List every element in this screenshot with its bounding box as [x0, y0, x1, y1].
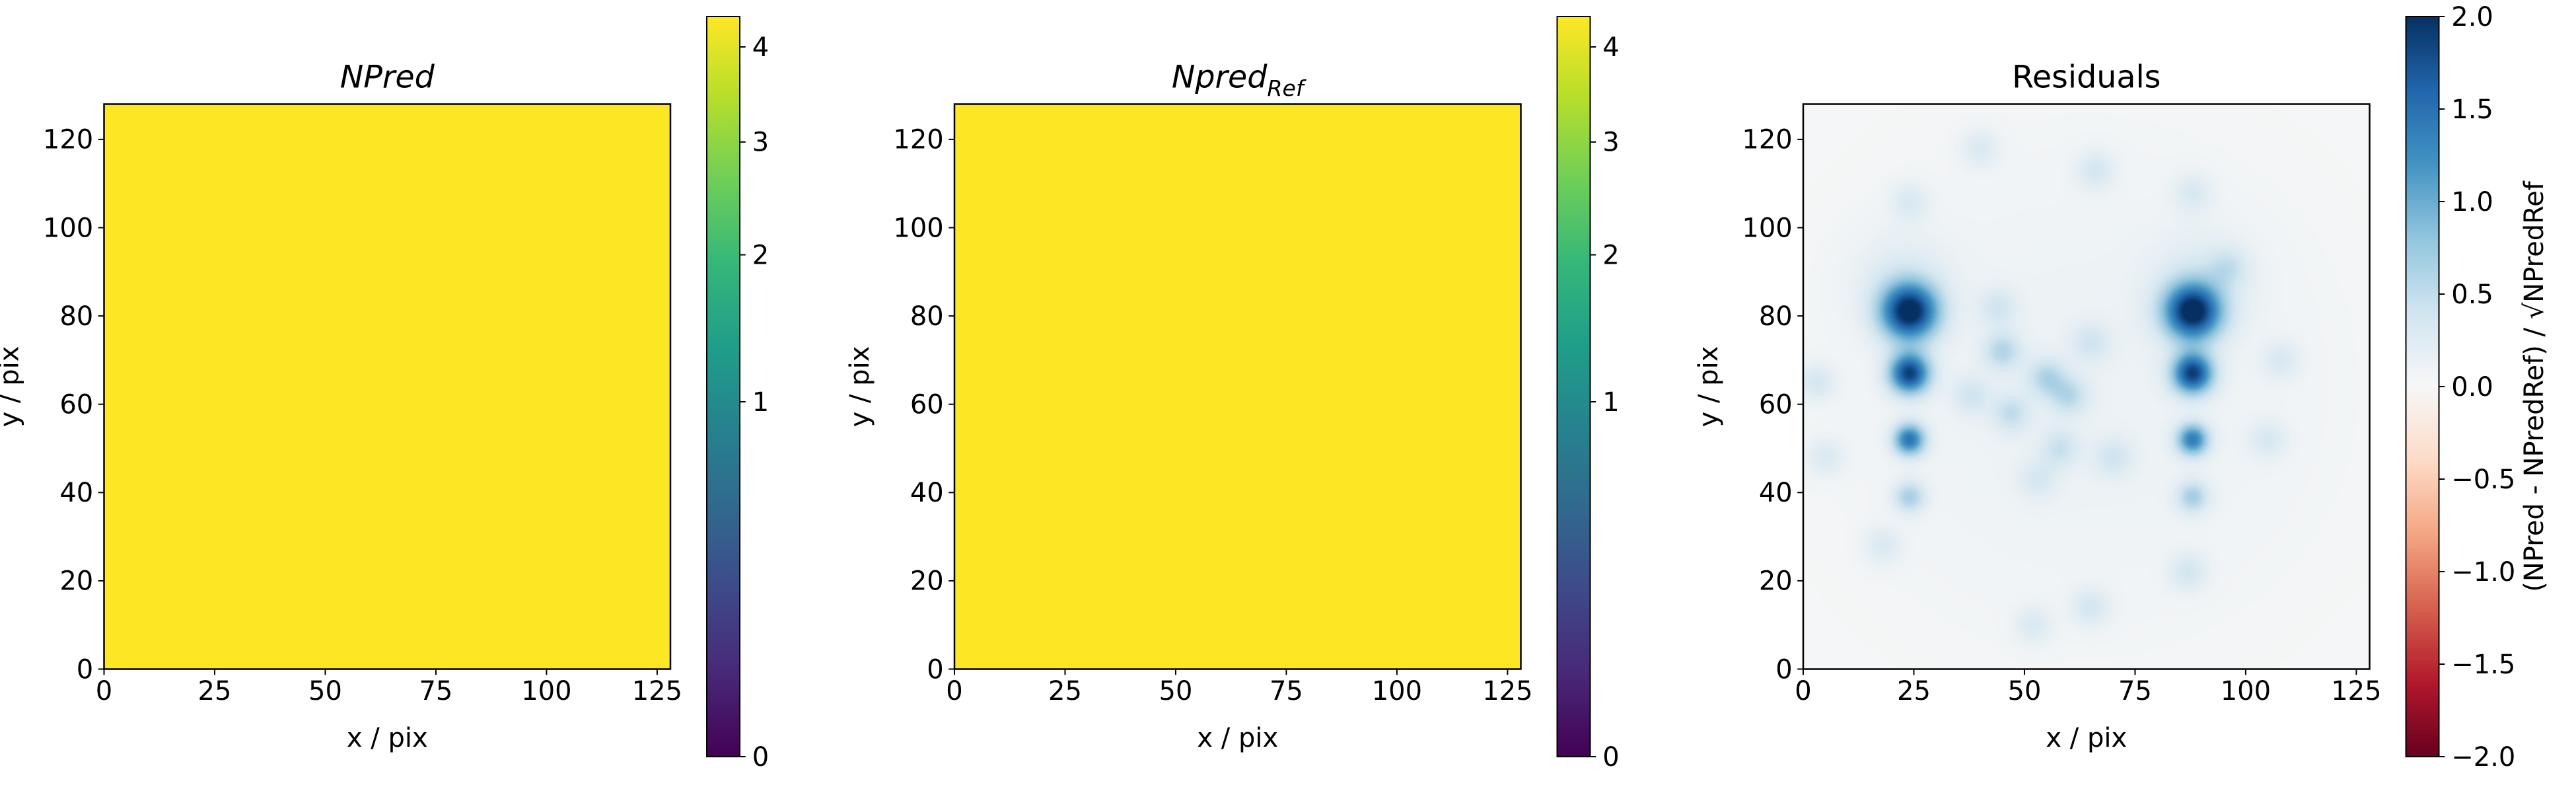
chart-title: Residuals [2012, 59, 2161, 96]
x-tick-label: 50 [1159, 676, 1193, 706]
y-tick-label: 0 [77, 654, 93, 685]
chart-panel-3: 0 25 50 75 100 125 0 20 40 60 80 100 120 x / pix y / p… [1694, 2, 2550, 773]
y-tick-label: 120 [43, 125, 93, 155]
y-axis-label: y / pix [845, 346, 875, 428]
x-tick-label: 125 [632, 676, 682, 706]
y-tick-label: 0 [927, 654, 943, 685]
heatmap-image [1803, 104, 2370, 669]
colorbar-tick-label: −1.5 [2451, 650, 2515, 680]
colorbar: 0 1 2 3 4 [706, 16, 769, 773]
x-axis-label: x / pix [1197, 723, 1278, 753]
x-tick-label: 25 [1048, 676, 1082, 706]
colorbar: 0 1 2 3 4 [1556, 16, 1620, 773]
x-tick-label: 75 [1270, 676, 1303, 706]
colorbar-tick-label: 1.5 [2451, 94, 2493, 125]
axes-frame [953, 103, 1522, 670]
x-tick-label: 100 [1372, 676, 1422, 706]
colorbar-tick-label: 1 [1602, 387, 1619, 418]
colorbar-tick-label: 1 [752, 387, 769, 418]
x-tick-label: 125 [1482, 676, 1532, 706]
colorbar-gradient [1557, 17, 1591, 757]
y-axis-label: y / pix [1694, 346, 1724, 428]
colorbar-tick-label: −2.0 [2451, 742, 2515, 773]
y-axis-label: y / pix [0, 346, 25, 428]
y-tick-label: 120 [1742, 125, 1792, 155]
colorbar-tick-label: 0.5 [2451, 280, 2493, 310]
colorbar-tick-label: 0 [752, 742, 769, 773]
x-tick-label: 0 [946, 676, 962, 706]
colorbar-tick-label: 0 [1602, 742, 1619, 773]
colorbar-tick-label: 4 [752, 32, 769, 63]
colorbar-tick-label: 3 [1602, 128, 1619, 158]
x-tick-label: 50 [2008, 676, 2042, 706]
colorbar-label: (NPred - NPredRef) / √NPredRef [2519, 180, 2550, 591]
y-tick-label: 40 [1759, 478, 1793, 508]
axes-frame [103, 103, 672, 670]
colorbar-tick-label: 4 [1602, 32, 1619, 63]
heatmap-image [104, 104, 670, 669]
colorbar-frame [706, 16, 740, 757]
y-tick-label: 60 [1759, 389, 1793, 420]
y-tick-label: 80 [910, 301, 944, 332]
y-tick-label: 20 [910, 566, 944, 597]
chart-title: NPred [340, 59, 435, 96]
chart-title-subscript: Ref [1267, 75, 1306, 101]
colorbar-tick-label: 1.0 [2451, 187, 2493, 217]
x-tick-label: 25 [198, 676, 232, 706]
x-axis-label: x / pix [347, 723, 428, 753]
chart-title-main: Npred [1172, 59, 1268, 96]
colorbar: 2.0 1.5 1.0 0.5 0.0 −0.5 −1.0 −1.5 −2.0 (NPred - … [2405, 2, 2550, 773]
x-tick-label: 25 [1897, 676, 1931, 706]
x-tick-label: 125 [2331, 676, 2381, 706]
y-tick-label: 80 [1759, 301, 1793, 332]
y-tick-label: 20 [59, 566, 93, 597]
y-tick-label: 100 [1742, 213, 1792, 243]
y-tick-label: 100 [43, 213, 93, 243]
colorbar-gradient [707, 17, 740, 757]
x-tick-label: 0 [96, 676, 112, 706]
x-tick-label: 75 [419, 676, 452, 706]
x-tick-label: 0 [1795, 676, 1811, 706]
y-tick-label: 40 [910, 478, 944, 508]
y-tick-label: 0 [1775, 654, 1792, 685]
y-tick-label: 20 [1759, 566, 1793, 597]
colorbar-frame [1556, 16, 1591, 757]
colorbar-tick-label: −1.0 [2451, 557, 2515, 587]
y-tick-label: 60 [59, 389, 93, 420]
x-tick-label: 100 [521, 676, 571, 706]
y-tick-label: 100 [893, 213, 943, 243]
chart-title-main: NPred [340, 59, 435, 96]
y-tick-label: 120 [893, 125, 943, 155]
y-tick-label: 40 [59, 478, 93, 508]
x-tick-label: 100 [2221, 676, 2271, 706]
chart-title: NpredRef [1172, 59, 1306, 102]
x-tick-label: 50 [308, 676, 342, 706]
y-tick-label: 80 [59, 301, 93, 332]
x-tick-label: 75 [2118, 676, 2152, 706]
colorbar-tick-label: 3 [752, 128, 769, 158]
heatmap-image [954, 104, 1521, 669]
colorbar-tick-label: 2 [752, 240, 769, 270]
colorbar-tick-label: 2.0 [2451, 2, 2493, 32]
colorbar-tick-label: 0.0 [2451, 372, 2493, 402]
colorbar-tick-label: 2 [1602, 240, 1619, 270]
axes-frame [1802, 103, 2371, 670]
colorbar-gradient [2406, 17, 2439, 757]
x-axis-label: x / pix [2046, 723, 2127, 753]
colorbar-tick-label: −0.5 [2451, 465, 2515, 495]
y-tick-label: 60 [910, 389, 944, 420]
